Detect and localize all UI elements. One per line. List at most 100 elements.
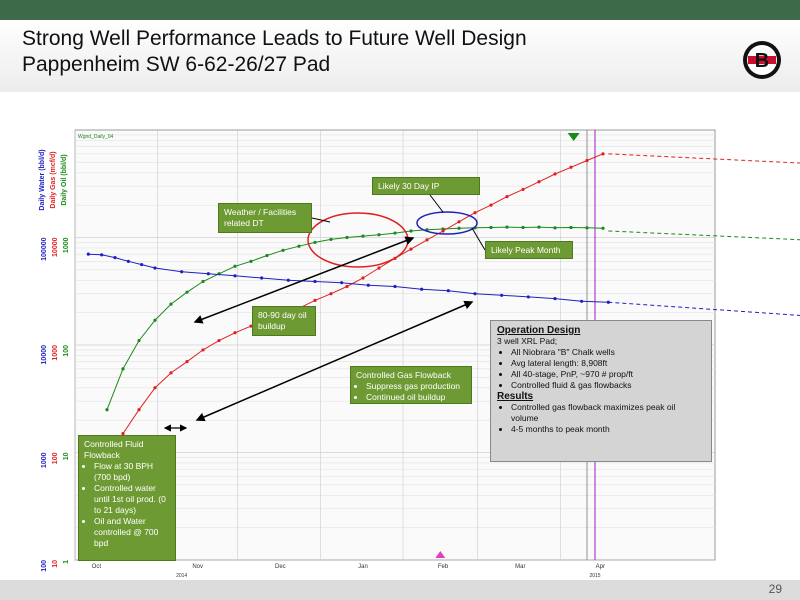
oil-series-point bbox=[281, 248, 285, 252]
oil-series-point bbox=[457, 226, 461, 230]
water-series-point bbox=[526, 295, 530, 299]
oil-series-point bbox=[169, 302, 173, 306]
oil-series-point bbox=[377, 233, 381, 237]
results-title: Results bbox=[497, 391, 534, 402]
oil-series-point bbox=[393, 231, 397, 235]
water-series-point bbox=[140, 262, 144, 267]
gas-series-point bbox=[201, 348, 205, 352]
oil-series-point bbox=[521, 225, 525, 230]
x-tick-label: Oct bbox=[92, 564, 102, 570]
footer-bar bbox=[0, 580, 800, 600]
oil-series-point bbox=[505, 225, 509, 229]
y-axis-title: Daily Water (bbl/d) bbox=[39, 149, 46, 210]
annotation-weather: Weather / Facilities related DT bbox=[218, 203, 312, 233]
water-series-point bbox=[473, 292, 477, 296]
peak-callout-line bbox=[471, 227, 486, 251]
gas-series-point bbox=[153, 386, 157, 390]
oil-series-point bbox=[233, 264, 237, 268]
annotation-likely-30-day-ip: Likely 30 Day IP bbox=[372, 177, 480, 195]
y-axis-title: Daily Oil (bbl/d) bbox=[61, 154, 68, 205]
water-series-point bbox=[366, 283, 370, 287]
forecast-line bbox=[608, 153, 800, 164]
oil-series-point bbox=[201, 279, 205, 284]
gas-series-point bbox=[585, 158, 589, 163]
bottom-marker-icon bbox=[435, 551, 446, 558]
x-tick-label: Mar bbox=[515, 564, 525, 570]
water-series-point bbox=[206, 272, 210, 276]
oil-series-point bbox=[185, 290, 189, 294]
gas-series-point bbox=[121, 431, 125, 436]
results-item: 4-5 months to peak month bbox=[511, 424, 705, 435]
oil-series-point bbox=[361, 234, 365, 238]
water-series-point bbox=[393, 284, 397, 289]
gas-series-point bbox=[569, 165, 573, 169]
water-series-point bbox=[233, 274, 237, 278]
chart-arrows bbox=[163, 194, 486, 432]
oil-series-point bbox=[345, 235, 349, 240]
oil-series-point bbox=[297, 244, 301, 248]
water-series-point bbox=[100, 253, 104, 257]
oil-series-point bbox=[153, 318, 157, 322]
y-tick-label: 1 bbox=[63, 560, 70, 564]
oil-series-point bbox=[585, 226, 589, 230]
y-axis-title: Daily Gas (mcf/d) bbox=[50, 151, 57, 208]
fluid-flowback-item: Controlled water until 1st oil prod. (0 … bbox=[94, 483, 170, 516]
gas-series-point bbox=[553, 172, 557, 176]
y-tick-label: 100 bbox=[41, 560, 48, 572]
x-tick-label: Jan bbox=[358, 564, 368, 570]
gas-series-point bbox=[233, 331, 237, 335]
logo-letter: B bbox=[755, 50, 769, 72]
gas-series-point bbox=[377, 266, 381, 270]
operation-design-item: All Niobrara "B" Chalk wells bbox=[511, 347, 705, 358]
y-tick-label: 1000 bbox=[41, 452, 48, 468]
y-tick-label: 100000 bbox=[41, 237, 48, 260]
title-band bbox=[0, 20, 800, 92]
gas-series-point bbox=[505, 195, 509, 199]
y-tick-label: 10 bbox=[52, 560, 59, 568]
gas-series-point bbox=[313, 298, 317, 302]
x-tick-label: Feb bbox=[438, 564, 449, 570]
annotation-fluid-flowback: Controlled Fluid Flowback Flow at 30 BPH… bbox=[78, 435, 176, 561]
water-series-point bbox=[126, 259, 130, 263]
x-tick-label: Nov bbox=[192, 564, 203, 570]
operation-design-box: Operation Design 3 well XRL Pad; All Nio… bbox=[490, 320, 712, 462]
gas-series-point bbox=[537, 180, 541, 184]
water-series-point bbox=[286, 278, 290, 282]
operation-design-item: Controlled fluid & gas flowbacks bbox=[511, 380, 705, 391]
ip-ellipse bbox=[416, 211, 478, 235]
water-series-point bbox=[446, 289, 450, 293]
oil-series-point bbox=[329, 237, 333, 242]
y-tick-label: 10 bbox=[63, 452, 70, 460]
fluid-flowback-item: Flow at 30 BPH (700 bpd) bbox=[94, 461, 170, 483]
oil-series-point bbox=[569, 225, 573, 230]
oil-series-point bbox=[137, 338, 141, 343]
gas-series-point bbox=[409, 247, 413, 251]
oil-series-point bbox=[537, 225, 541, 229]
title-line-2: Pappenheim SW 6-62-26/27 Pad bbox=[22, 53, 331, 76]
water-series-point bbox=[580, 299, 584, 303]
gas-series-point bbox=[601, 152, 605, 156]
gas-series-point bbox=[473, 211, 477, 215]
gas-flowback-item: Continued oil buildup bbox=[366, 392, 466, 403]
gas-series-point bbox=[185, 360, 189, 364]
company-logo-icon: B bbox=[743, 41, 781, 79]
x-year-label: 2015 bbox=[589, 573, 600, 579]
oil-series-point bbox=[489, 225, 493, 230]
operation-design-subtitle: 3 well XRL Pad; bbox=[497, 336, 558, 346]
top-marker-icon bbox=[567, 133, 580, 141]
oil-series-point bbox=[249, 259, 253, 263]
gas-series-point bbox=[137, 408, 141, 412]
gas-series-point bbox=[489, 203, 493, 207]
water-series-point bbox=[420, 287, 424, 291]
annotation-gas-flowback: Controlled Gas Flowback Suppress gas pro… bbox=[350, 366, 472, 404]
title-line-1: Strong Well Performance Leads to Future … bbox=[22, 27, 527, 50]
gas-series-point bbox=[457, 220, 461, 224]
page-number: 29 bbox=[768, 582, 782, 596]
gas-series-point bbox=[521, 187, 525, 192]
x-tick-label: Dec bbox=[275, 564, 286, 570]
oil-series-point bbox=[265, 253, 269, 258]
results-item: Controlled gas flowback maximizes peak o… bbox=[511, 402, 705, 424]
gas-flowback-item: Suppress gas production bbox=[366, 381, 466, 392]
gas-series-point bbox=[345, 284, 349, 289]
water-series-point bbox=[86, 252, 90, 256]
